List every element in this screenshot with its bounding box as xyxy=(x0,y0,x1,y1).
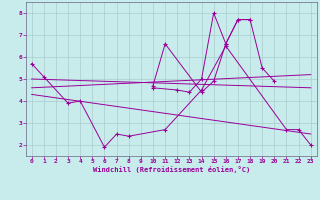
X-axis label: Windchill (Refroidissement éolien,°C): Windchill (Refroidissement éolien,°C) xyxy=(92,166,250,173)
